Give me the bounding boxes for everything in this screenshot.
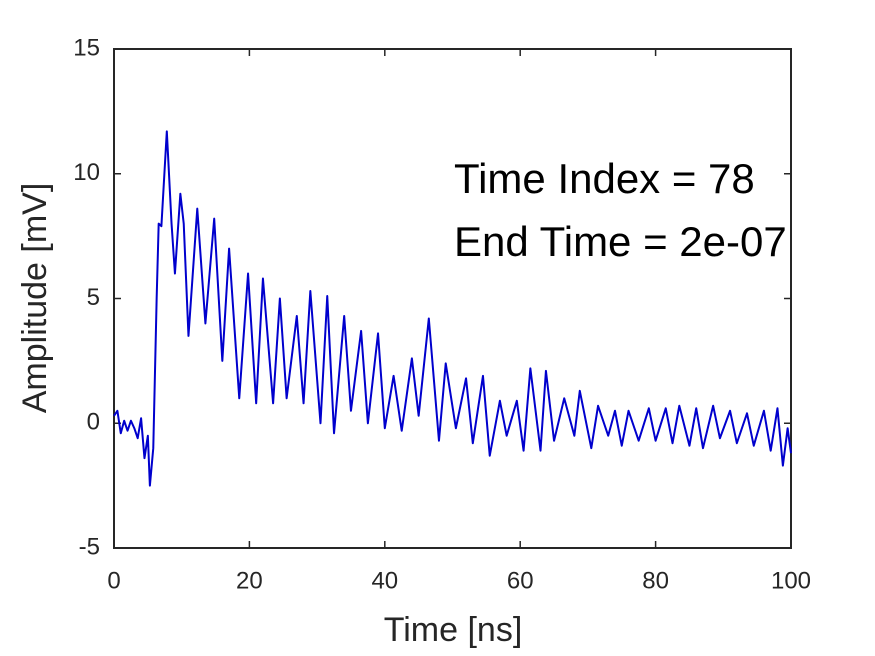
data-line [113, 130, 792, 487]
y-tick-label: 0 [87, 409, 100, 436]
x-tick-label: 20 [236, 567, 263, 594]
y-tick-label: -5 [79, 533, 100, 560]
y-tick-label: 10 [73, 159, 100, 186]
x-tick-label: 0 [107, 567, 120, 594]
x-axis-label: Time [ns] [384, 611, 523, 649]
x-tick-label: 100 [771, 567, 811, 594]
y-tick-label: 5 [87, 284, 100, 311]
x-tick-label: 80 [642, 567, 669, 594]
x-tick-label: 40 [371, 567, 398, 594]
y-axis-label: Amplitude [mV] [16, 183, 54, 414]
annotation: Time Index = 78 [454, 155, 755, 202]
annotation: End Time = 2e-07 [454, 218, 787, 265]
axes-box [113, 48, 792, 549]
x-tick-label: 60 [507, 567, 534, 594]
y-tick-label: 15 [73, 34, 100, 61]
